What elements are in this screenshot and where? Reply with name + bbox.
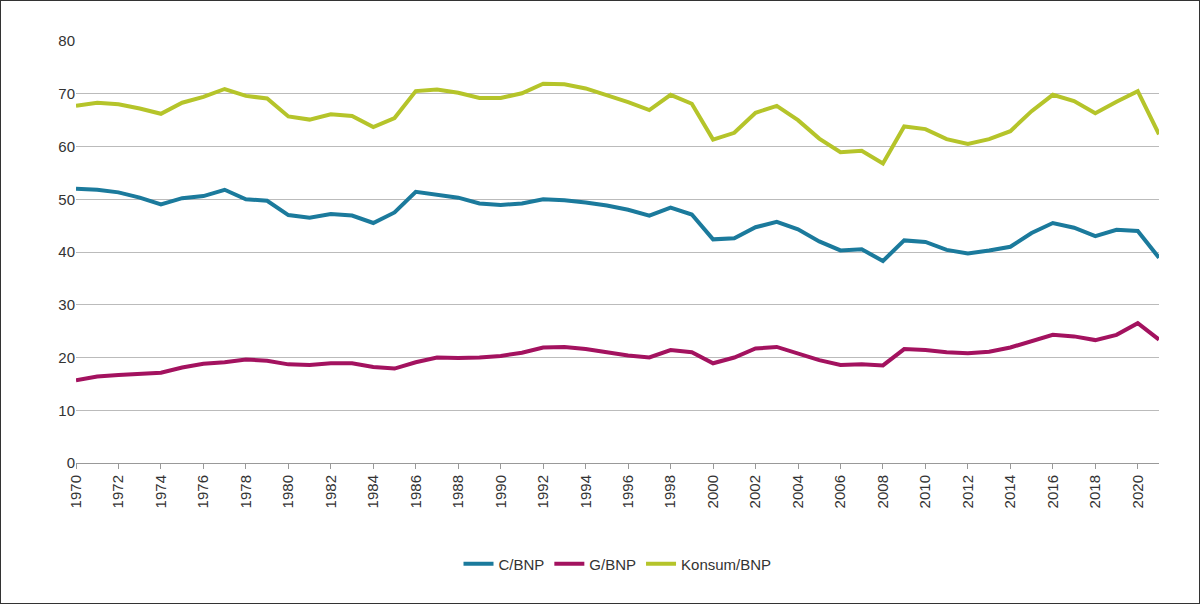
svg-text:2018: 2018 [1086, 475, 1103, 508]
svg-text:2006: 2006 [831, 475, 848, 508]
svg-text:40: 40 [58, 243, 75, 260]
svg-text:1970: 1970 [67, 475, 84, 508]
svg-text:20: 20 [58, 349, 75, 366]
svg-text:2014: 2014 [1001, 475, 1018, 508]
svg-text:80: 80 [58, 32, 75, 49]
svg-text:C/BNP: C/BNP [499, 556, 545, 573]
svg-text:70: 70 [58, 85, 75, 102]
svg-text:2004: 2004 [789, 475, 806, 508]
svg-text:2000: 2000 [704, 475, 721, 508]
svg-text:1994: 1994 [577, 475, 594, 508]
svg-text:1978: 1978 [237, 475, 254, 508]
svg-text:1984: 1984 [364, 475, 381, 508]
svg-text:1988: 1988 [449, 475, 466, 508]
svg-text:2002: 2002 [746, 475, 763, 508]
svg-text:2010: 2010 [916, 475, 933, 508]
svg-text:1996: 1996 [619, 475, 636, 508]
svg-text:Konsum/BNP: Konsum/BNP [681, 556, 771, 573]
svg-text:1982: 1982 [322, 475, 339, 508]
svg-text:1972: 1972 [109, 475, 126, 508]
svg-text:30: 30 [58, 296, 75, 313]
svg-text:1976: 1976 [194, 475, 211, 508]
svg-text:1980: 1980 [279, 475, 296, 508]
svg-text:1998: 1998 [661, 475, 678, 508]
svg-text:0: 0 [67, 454, 75, 471]
svg-text:50: 50 [58, 191, 75, 208]
svg-text:1992: 1992 [534, 475, 551, 508]
svg-text:10: 10 [58, 402, 75, 419]
svg-text:2012: 2012 [959, 475, 976, 508]
svg-text:2020: 2020 [1129, 475, 1146, 508]
svg-text:G/BNP: G/BNP [589, 556, 636, 573]
svg-text:2016: 2016 [1044, 475, 1061, 508]
svg-text:2008: 2008 [874, 475, 891, 508]
svg-text:60: 60 [58, 138, 75, 155]
svg-text:1974: 1974 [152, 475, 169, 508]
svg-text:1986: 1986 [407, 475, 424, 508]
svg-text:1990: 1990 [492, 475, 509, 508]
